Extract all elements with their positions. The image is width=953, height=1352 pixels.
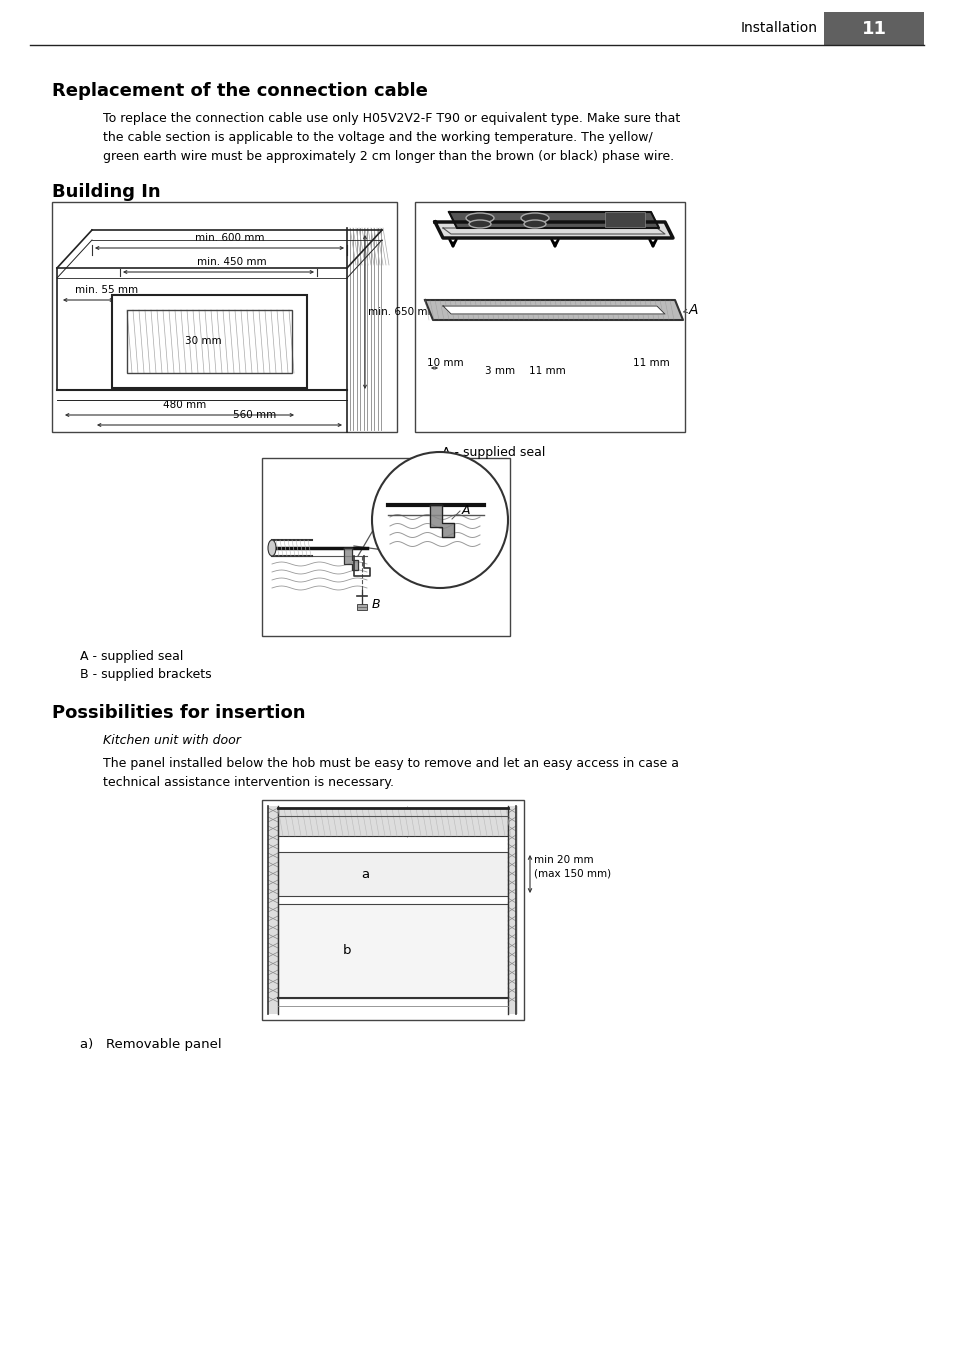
- Text: b: b: [342, 945, 351, 957]
- Bar: [415, 201, 684, 433]
- Text: The panel installed below the hob must be easy to remove and let an easy access : The panel installed below the hob must b…: [103, 757, 679, 790]
- Bar: [262, 458, 510, 635]
- Bar: [277, 904, 507, 998]
- Text: 480 mm: 480 mm: [163, 400, 207, 410]
- Text: 30 mm: 30 mm: [411, 808, 447, 819]
- Ellipse shape: [520, 214, 548, 223]
- Text: a)   Removable panel: a) Removable panel: [80, 1038, 221, 1051]
- Text: 11 mm: 11 mm: [633, 358, 669, 368]
- Ellipse shape: [268, 539, 275, 556]
- Text: 3 mm: 3 mm: [484, 366, 515, 376]
- Text: min. 600 mm: min. 600 mm: [195, 233, 265, 243]
- Text: B: B: [372, 598, 380, 611]
- Text: min. 650 mm: min. 650 mm: [368, 307, 437, 316]
- Bar: [507, 806, 517, 1014]
- Text: B - supplied brackets: B - supplied brackets: [80, 668, 212, 681]
- Text: 11: 11: [861, 20, 885, 38]
- Polygon shape: [442, 306, 664, 314]
- Bar: [262, 800, 523, 1019]
- Text: Building In: Building In: [52, 183, 160, 201]
- Bar: [604, 212, 644, 227]
- Bar: [112, 295, 307, 388]
- Bar: [277, 852, 507, 896]
- Bar: [52, 201, 396, 433]
- Text: min. 55 mm: min. 55 mm: [75, 285, 138, 295]
- Text: 560 mm: 560 mm: [233, 410, 276, 420]
- Text: Replacement of the connection cable: Replacement of the connection cable: [52, 82, 428, 100]
- Text: a: a: [361, 868, 369, 880]
- Text: Possibilities for insertion: Possibilities for insertion: [52, 704, 305, 722]
- Text: To replace the connection cable use only H05V2V2-F T90 or equivalent type. Make : To replace the connection cable use only…: [103, 112, 679, 164]
- Polygon shape: [430, 506, 454, 537]
- Polygon shape: [449, 212, 659, 228]
- Circle shape: [372, 452, 507, 588]
- Bar: [823, 12, 923, 46]
- Text: 11 mm: 11 mm: [528, 366, 565, 376]
- Polygon shape: [435, 222, 672, 238]
- Bar: [356, 604, 367, 610]
- Bar: [127, 310, 292, 373]
- Text: min. 450 mm: min. 450 mm: [197, 257, 267, 266]
- Ellipse shape: [469, 220, 491, 228]
- Text: 60 mm: 60 mm: [286, 869, 322, 879]
- Text: min 20 mm: min 20 mm: [534, 854, 593, 865]
- Bar: [268, 806, 277, 1014]
- Polygon shape: [344, 548, 357, 571]
- Text: A - supplied seal: A - supplied seal: [80, 650, 183, 662]
- Text: A: A: [461, 503, 470, 516]
- Bar: [277, 808, 507, 836]
- Ellipse shape: [523, 220, 545, 228]
- Text: (max 150 mm): (max 150 mm): [534, 869, 611, 879]
- Text: A - supplied seal: A - supplied seal: [441, 446, 545, 458]
- Text: 30 mm: 30 mm: [185, 337, 221, 346]
- Ellipse shape: [465, 214, 494, 223]
- Text: A: A: [688, 303, 698, 316]
- Text: 10 mm: 10 mm: [427, 358, 463, 368]
- Polygon shape: [424, 300, 682, 320]
- Text: Installation: Installation: [740, 22, 817, 35]
- Text: Kitchen unit with door: Kitchen unit with door: [103, 734, 240, 748]
